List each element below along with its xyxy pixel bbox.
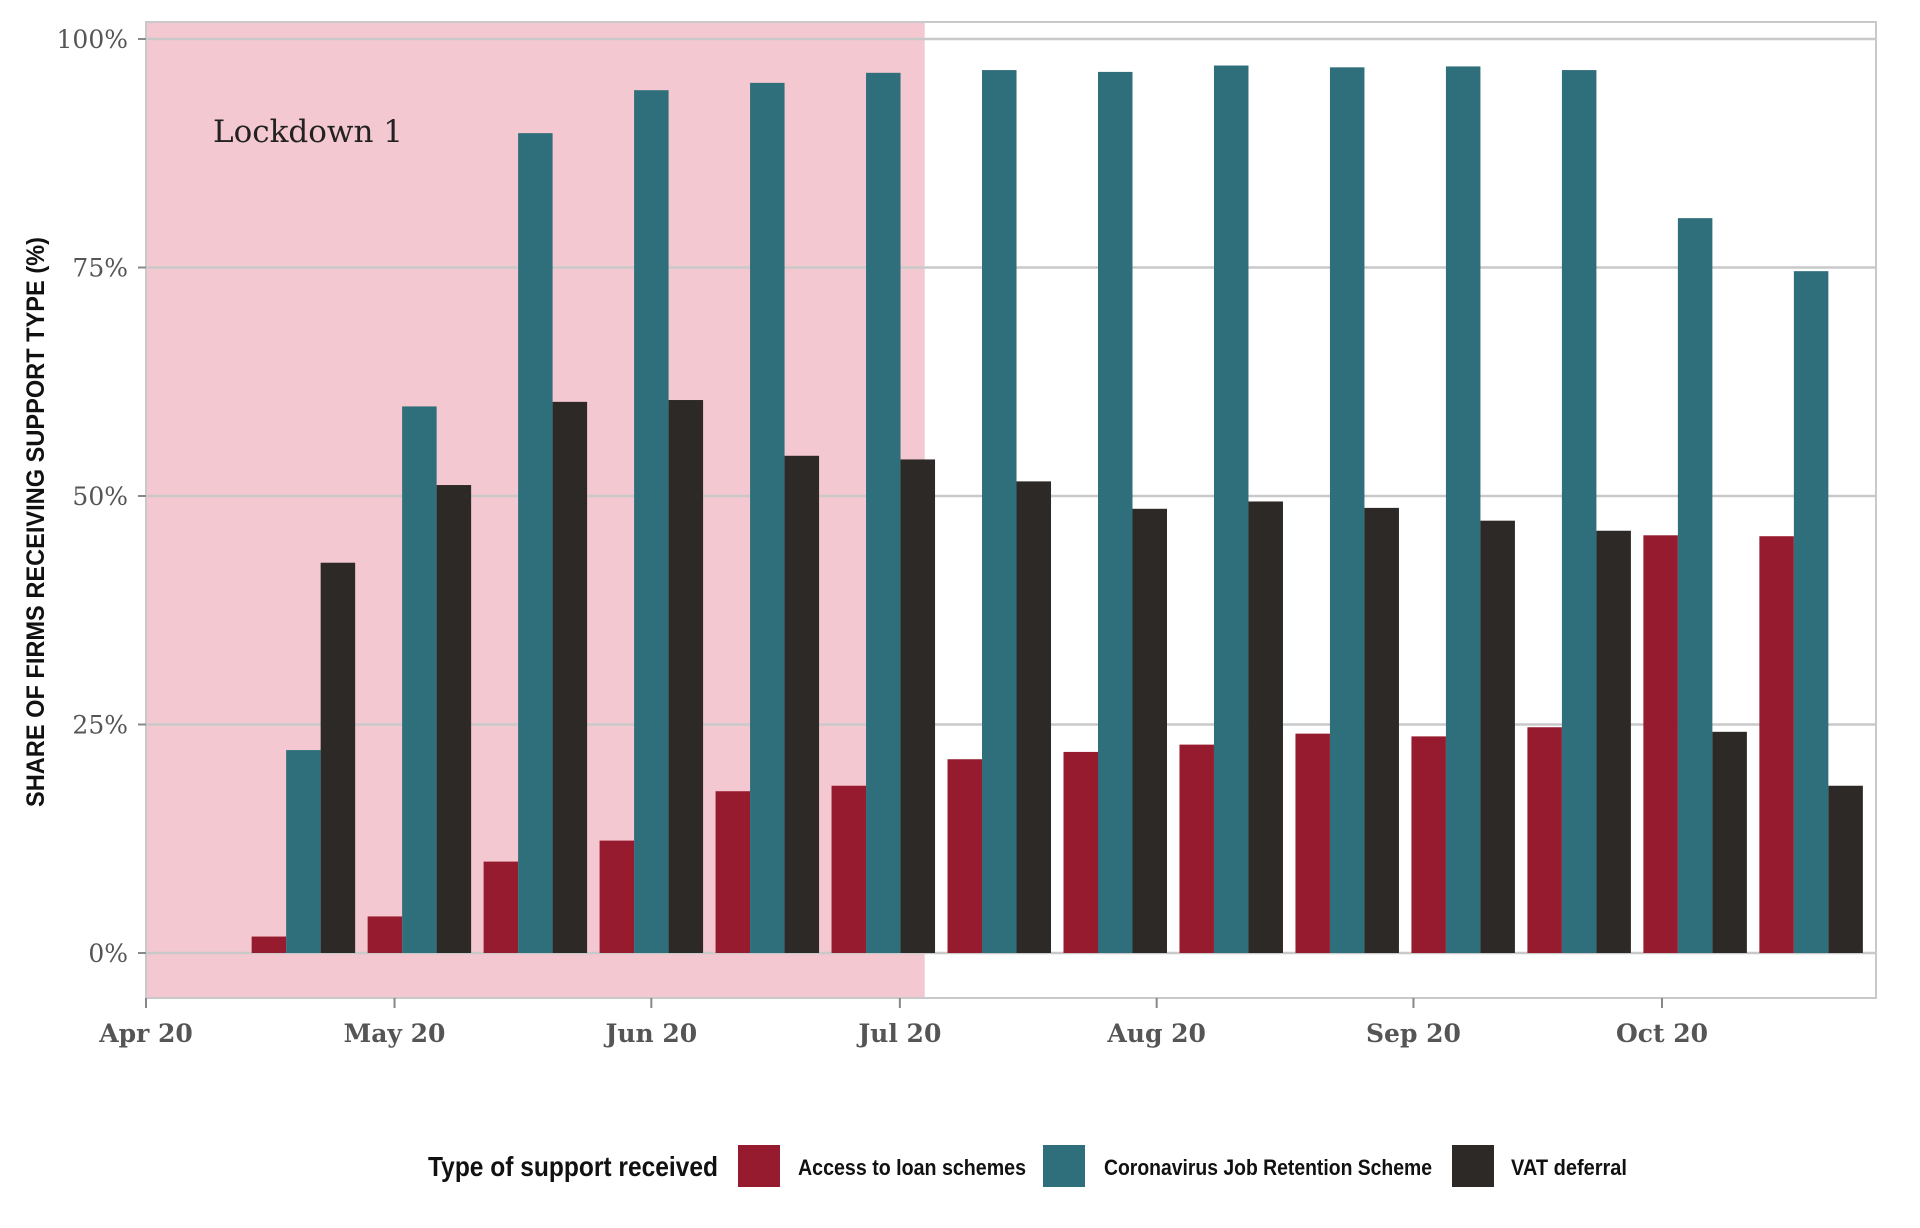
bar xyxy=(1179,744,1214,953)
bar xyxy=(715,791,751,953)
bar xyxy=(1480,520,1515,953)
bar xyxy=(402,406,437,954)
bar xyxy=(599,840,635,953)
bar xyxy=(1643,535,1678,953)
bar xyxy=(982,70,1017,954)
legend-swatch xyxy=(1043,1145,1085,1187)
bar xyxy=(831,785,867,953)
legend-swatch xyxy=(738,1145,780,1187)
bar xyxy=(1561,70,1597,954)
bar xyxy=(668,400,704,953)
y-axis-ticks: 0% 25% 50% 75% 100% xyxy=(57,25,146,968)
x-tick-label: Oct 20 xyxy=(1616,1019,1708,1048)
bar xyxy=(552,401,588,953)
lockdown-label: Lockdown 1 xyxy=(213,114,403,150)
bar xyxy=(1132,508,1167,953)
bar xyxy=(1596,530,1631,953)
bar xyxy=(1213,65,1249,954)
bar xyxy=(1527,727,1562,953)
legend-label: VAT deferral xyxy=(1511,1155,1627,1180)
bars-group xyxy=(251,65,1863,954)
bar xyxy=(947,759,983,953)
legend-label: Access to loan schemes xyxy=(798,1155,1026,1180)
bar xyxy=(518,133,553,954)
x-tick-label: May 20 xyxy=(344,1019,446,1048)
bar xyxy=(1329,67,1365,954)
legend: Type of support received Access to loan … xyxy=(428,1145,1627,1187)
plot-panel-border xyxy=(145,21,1877,999)
x-tick-label: Jun 20 xyxy=(603,1019,697,1048)
bar xyxy=(1248,501,1283,953)
bar xyxy=(251,936,287,953)
legend-title: Type of support received xyxy=(428,1151,718,1182)
x-tick-label: Aug 20 xyxy=(1106,1019,1206,1048)
bar xyxy=(1828,785,1863,953)
legend-swatch xyxy=(1452,1145,1494,1187)
y-tick-label: 25% xyxy=(72,711,128,740)
bar xyxy=(286,750,321,953)
y-tick-label: 100% xyxy=(57,25,128,54)
bar xyxy=(483,861,519,953)
y-tick-label: 0% xyxy=(88,939,128,968)
x-tick-label: Apr 20 xyxy=(98,1019,193,1048)
bar xyxy=(784,455,820,953)
bar xyxy=(1411,736,1446,953)
bar xyxy=(1445,66,1481,954)
bar xyxy=(1364,507,1399,953)
bar xyxy=(1097,71,1133,954)
bar xyxy=(1016,481,1052,953)
x-tick-label: Sep 20 xyxy=(1366,1019,1461,1048)
bar xyxy=(1759,536,1794,953)
bar xyxy=(1793,271,1829,953)
y-tick-label: 50% xyxy=(72,482,128,511)
legend-label: Coronavirus Job Retention Scheme xyxy=(1104,1155,1432,1180)
bar xyxy=(866,72,901,954)
bar xyxy=(1295,733,1330,953)
y-tick-label: 75% xyxy=(72,254,128,283)
bar xyxy=(1677,218,1713,954)
x-tick-label: Jul 20 xyxy=(856,1019,941,1048)
bar xyxy=(1063,751,1098,953)
y-axis-label: SHARE OF FIRMS RECEIVING SUPPORT TYPE (%… xyxy=(22,237,50,807)
bar xyxy=(367,916,403,953)
bar xyxy=(436,485,472,953)
bar xyxy=(1712,731,1747,953)
bar xyxy=(320,562,356,953)
bar xyxy=(900,459,936,953)
bar xyxy=(750,82,785,953)
x-axis-ticks: Apr 20 May 20 Jun 20 Jul 20 Aug 20 Sep 20 Oct … xyxy=(98,998,1708,1048)
bar xyxy=(634,90,669,953)
